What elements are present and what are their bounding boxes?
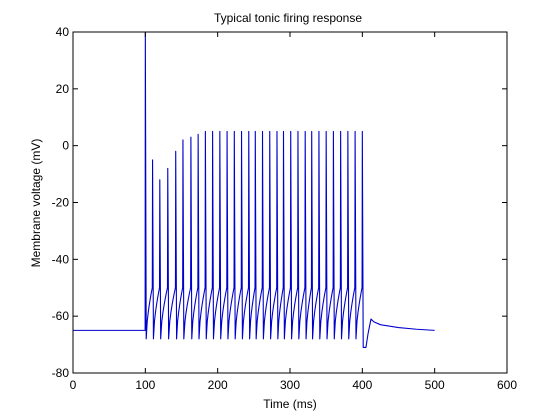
y-tick-label: -80 [52, 366, 70, 380]
x-tick-label: 500 [425, 378, 445, 392]
y-axis-label: Membrane voltage (mV) [29, 139, 43, 268]
x-tick-label: 400 [352, 378, 372, 392]
chart-title: Typical tonic firing response [214, 11, 362, 25]
membrane-voltage-trace [73, 31, 435, 348]
y-tick-label: -20 [52, 196, 70, 210]
y-tick-label: 40 [56, 25, 70, 39]
y-tick-label: -40 [52, 252, 70, 266]
y-tick-label: -60 [52, 309, 70, 323]
x-tick-label: 600 [497, 378, 517, 392]
x-tick-label: 100 [135, 378, 155, 392]
plot-area [73, 32, 507, 373]
x-tick-label: 200 [208, 378, 228, 392]
x-tick-label: 0 [70, 378, 77, 392]
y-tick-label: 0 [62, 139, 69, 153]
y-tick-label: 20 [56, 82, 70, 96]
x-axis-label: Time (ms) [263, 397, 317, 411]
x-tick-label: 300 [280, 378, 300, 392]
